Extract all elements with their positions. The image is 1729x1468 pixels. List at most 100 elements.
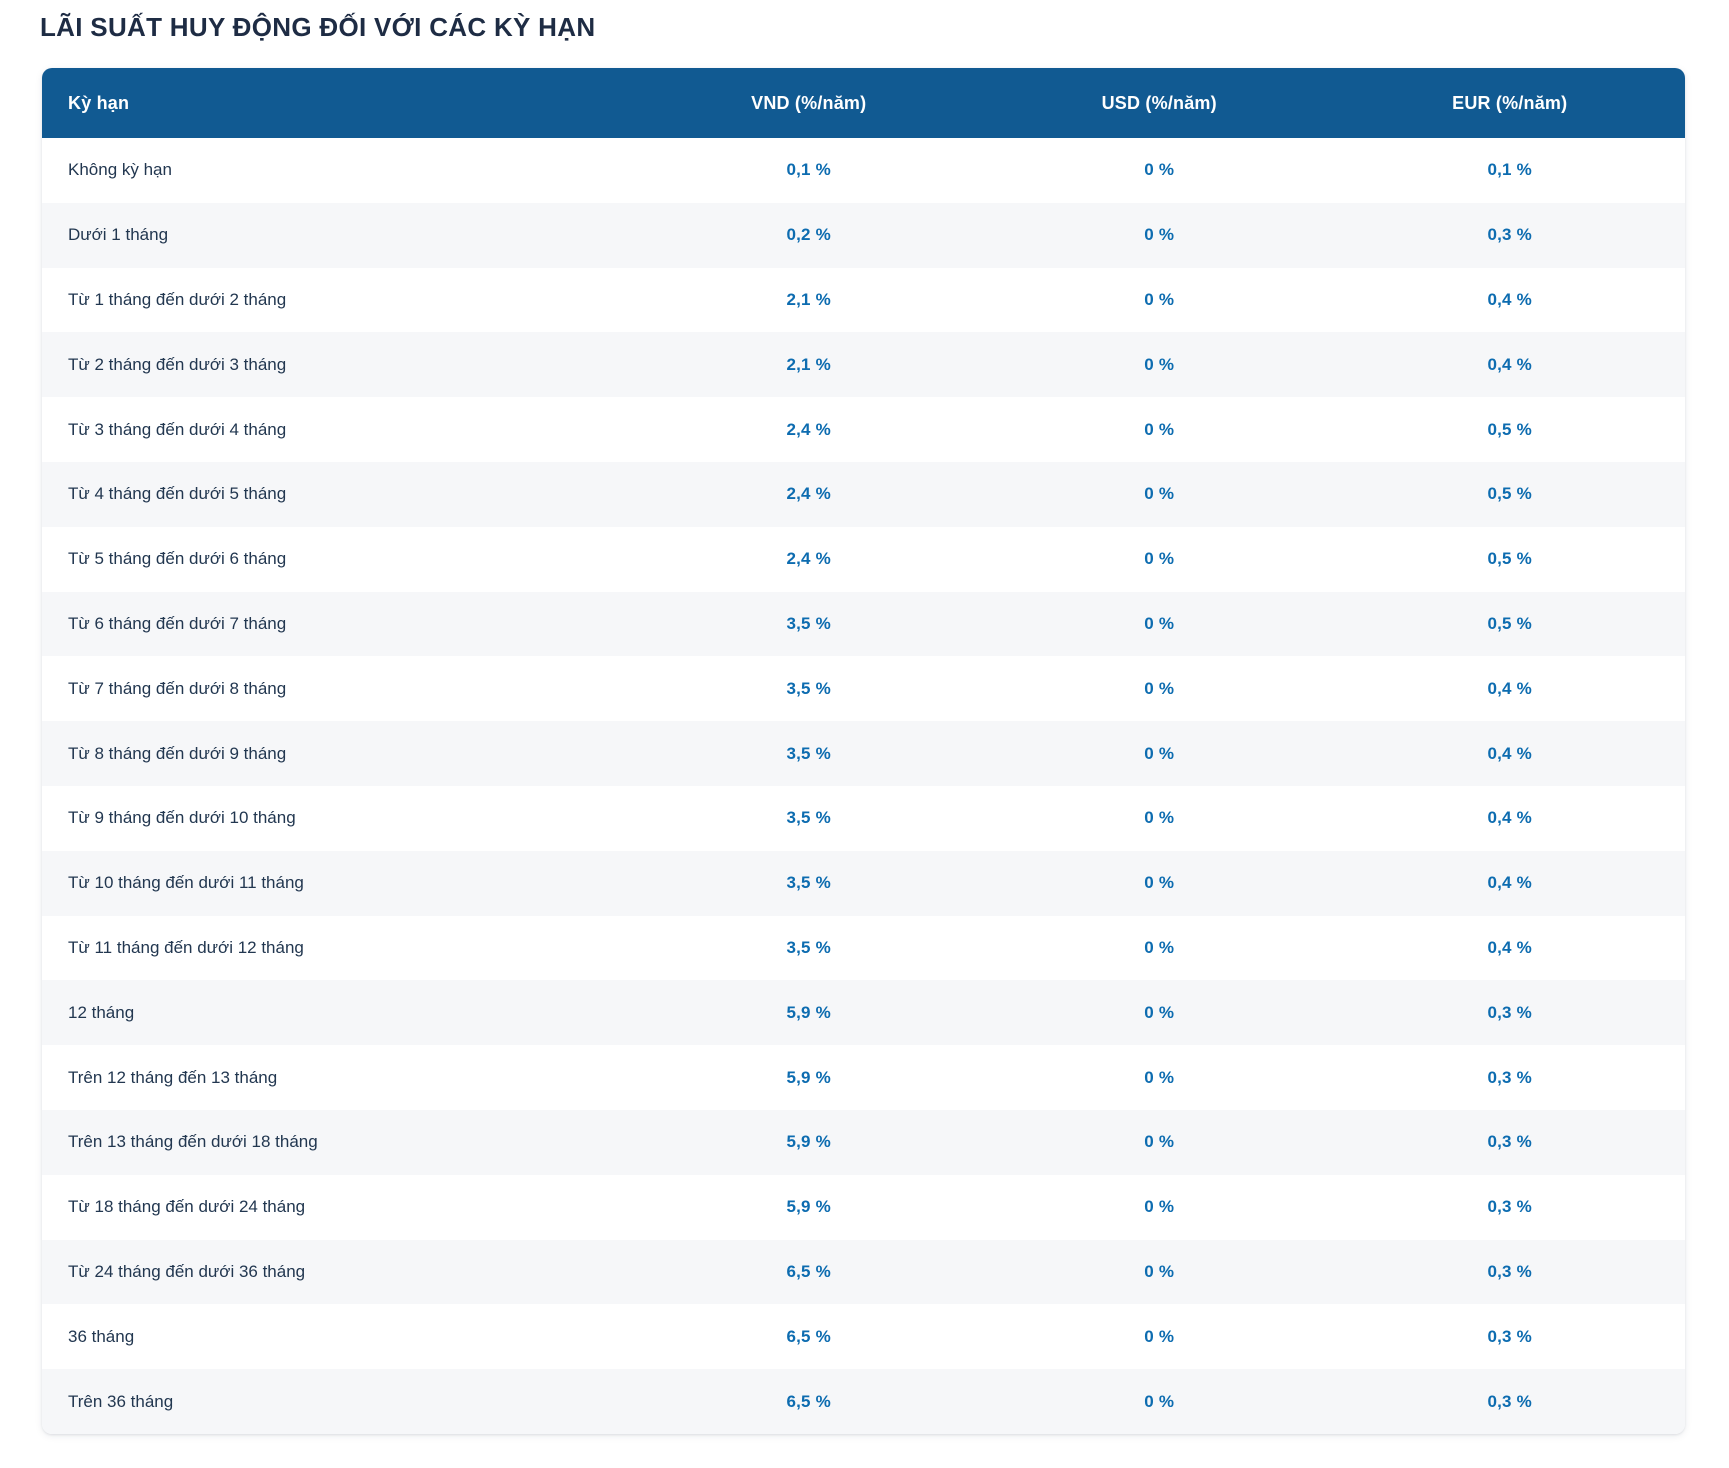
eur-rate-value: 0,4 % — [1334, 267, 1685, 333]
vnd-rate-value: 3,5 % — [633, 785, 984, 851]
usd-rate-value: 0 % — [983, 656, 1335, 722]
table-row: Từ 1 tháng đến dưới 2 tháng 2,1 % 0 % 0,4 % — [42, 267, 1685, 333]
page-title: LÃI SUẤT HUY ĐỘNG ĐỐI VỚI CÁC KỲ HẠN — [40, 12, 596, 42]
eur-rate-value: 0,4 % — [1334, 656, 1685, 722]
usd-rate-value: 0 % — [983, 397, 1335, 462]
table-row: 36 tháng 6,5 % 0 % 0,3 % — [42, 1304, 1685, 1370]
table-header-row: Kỳ hạn VND (%/năm) USD (%/năm) EUR (%/năm) — [42, 68, 1685, 138]
table-header: Kỳ hạn VND (%/năm) USD (%/năm) EUR (%/năm) — [42, 68, 1685, 138]
vnd-rate-value: 0,1 % — [633, 138, 984, 203]
table-row: Trên 36 tháng 6,5 % 0 % 0,3 % — [42, 1369, 1685, 1434]
usd-rate-value: 0 % — [983, 461, 1335, 527]
term-label: Từ 7 tháng đến dưới 8 tháng — [42, 656, 634, 722]
eur-rate-value: 0,4 % — [1334, 785, 1685, 851]
eur-rate-value: 0,5 % — [1334, 461, 1685, 527]
usd-rate-value: 0 % — [983, 526, 1335, 592]
vnd-rate-value: 2,4 % — [633, 397, 984, 462]
term-label: Từ 18 tháng đến dưới 24 tháng — [42, 1174, 634, 1240]
usd-rate-value: 0 % — [983, 721, 1335, 786]
term-label: Từ 6 tháng đến dưới 7 tháng — [42, 591, 634, 657]
table-row: Từ 7 tháng đến dưới 8 tháng 3,5 % 0 % 0,4 % — [42, 656, 1685, 722]
usd-rate-value: 0 % — [983, 785, 1335, 851]
table-row: Không kỳ hạn 0,1 % 0 % 0,1 % — [42, 138, 1685, 203]
table-row: 12 tháng 5,9 % 0 % 0,3 % — [42, 980, 1685, 1046]
term-label: Từ 8 tháng đến dưới 9 tháng — [42, 721, 634, 786]
term-label: Từ 2 tháng đến dưới 3 tháng — [42, 332, 634, 398]
eur-rate-value: 0,3 % — [1334, 1045, 1685, 1110]
vnd-rate-value: 2,4 % — [633, 461, 984, 527]
table-row: Trên 12 tháng đến 13 tháng 5,9 % 0 % 0,3 % — [42, 1045, 1685, 1110]
term-label: Từ 5 tháng đến dưới 6 tháng — [42, 526, 634, 592]
column-header-eur: EUR (%/năm) — [1334, 68, 1685, 138]
interest-rate-page: { "page": { "title": "LÃI SUẤT HUY ĐỘNG … — [0, 11, 1729, 1468]
table-row: Dưới 1 tháng 0,2 % 0 % 0,3 % — [42, 202, 1685, 268]
table-row: Từ 24 tháng đến dưới 36 tháng 6,5 % 0 % 0,3… — [42, 1239, 1685, 1305]
vnd-rate-value: 2,4 % — [633, 526, 984, 592]
usd-rate-value: 0 % — [983, 138, 1335, 203]
term-label: 36 tháng — [42, 1304, 634, 1370]
usd-rate-value: 0 % — [983, 267, 1335, 333]
table-row: Từ 3 tháng đến dưới 4 tháng 2,4 % 0 % 0,5 % — [42, 397, 1685, 462]
term-label: 12 tháng — [42, 980, 634, 1046]
usd-rate-value: 0 % — [983, 1174, 1335, 1240]
eur-rate-value: 0,3 % — [1334, 1304, 1685, 1370]
vnd-rate-value: 5,9 % — [633, 1045, 984, 1110]
table-row: Từ 11 tháng đến dưới 12 tháng 3,5 % 0 % 0,4… — [42, 915, 1685, 981]
eur-rate-value: 0,5 % — [1334, 591, 1685, 657]
vnd-rate-value: 3,5 % — [633, 591, 984, 657]
usd-rate-value: 0 % — [983, 1239, 1335, 1305]
eur-rate-value: 0,3 % — [1334, 1174, 1685, 1240]
vnd-rate-value: 2,1 % — [633, 267, 984, 333]
table-row: Từ 4 tháng đến dưới 5 tháng 2,4 % 0 % 0,5 % — [42, 461, 1685, 527]
usd-rate-value: 0 % — [983, 332, 1335, 398]
usd-rate-value: 0 % — [983, 1045, 1335, 1110]
term-label: Từ 9 tháng đến dưới 10 tháng — [42, 785, 634, 851]
vnd-rate-value: 3,5 % — [633, 915, 984, 981]
vnd-rate-value: 0,2 % — [633, 202, 984, 268]
vnd-rate-value: 6,5 % — [633, 1239, 984, 1305]
term-label: Từ 1 tháng đến dưới 2 tháng — [42, 267, 634, 333]
vnd-rate-value: 5,9 % — [633, 1174, 984, 1240]
term-label: Không kỳ hạn — [42, 138, 634, 203]
table-body: Không kỳ hạn 0,1 % 0 % 0,1 % Dưới 1 tháng 0,2… — [42, 138, 1685, 1434]
column-header-vnd: VND (%/năm) — [633, 68, 984, 138]
eur-rate-value: 0,3 % — [1334, 1369, 1685, 1434]
table-row: Từ 10 tháng đến dưới 11 tháng 3,5 % 0 % 0,4… — [42, 850, 1685, 916]
interest-rate-table-card: Kỳ hạn VND (%/năm) USD (%/năm) EUR (%/năm) … — [42, 68, 1685, 1434]
table-row: Từ 8 tháng đến dưới 9 tháng 3,5 % 0 % 0,4 % — [42, 721, 1685, 786]
column-header-term: Kỳ hạn — [42, 68, 634, 138]
vnd-rate-value: 3,5 % — [633, 656, 984, 722]
term-label: Trên 12 tháng đến 13 tháng — [42, 1045, 634, 1110]
term-label: Dưới 1 tháng — [42, 202, 634, 268]
table-row: Từ 6 tháng đến dưới 7 tháng 3,5 % 0 % 0,5 % — [42, 591, 1685, 657]
usd-rate-value: 0 % — [983, 1109, 1335, 1175]
table-row: Từ 9 tháng đến dưới 10 tháng 3,5 % 0 % 0,4 … — [42, 785, 1685, 851]
eur-rate-value: 0,5 % — [1334, 526, 1685, 592]
vnd-rate-value: 6,5 % — [633, 1304, 984, 1370]
eur-rate-value: 0,3 % — [1334, 202, 1685, 268]
eur-rate-value: 0,4 % — [1334, 332, 1685, 398]
table-row: Từ 18 tháng đến dưới 24 tháng 5,9 % 0 % 0,3… — [42, 1174, 1685, 1240]
term-label: Từ 10 tháng đến dưới 11 tháng — [42, 850, 634, 916]
eur-rate-value: 0,4 % — [1334, 915, 1685, 981]
term-label: Từ 4 tháng đến dưới 5 tháng — [42, 461, 634, 527]
term-label: Từ 24 tháng đến dưới 36 tháng — [42, 1239, 634, 1305]
vnd-rate-value: 3,5 % — [633, 721, 984, 786]
eur-rate-value: 0,3 % — [1334, 980, 1685, 1046]
vnd-rate-value: 2,1 % — [633, 332, 984, 398]
eur-rate-value: 0,3 % — [1334, 1109, 1685, 1175]
usd-rate-value: 0 % — [983, 1369, 1335, 1434]
vnd-rate-value: 5,9 % — [633, 1109, 984, 1175]
table-row: Từ 5 tháng đến dưới 6 tháng 2,4 % 0 % 0,5 % — [42, 526, 1685, 592]
table-row: Trên 13 tháng đến dưới 18 tháng 5,9 % 0 % 0… — [42, 1109, 1685, 1175]
eur-rate-value: 0,5 % — [1334, 397, 1685, 462]
eur-rate-value: 0,4 % — [1334, 850, 1685, 916]
usd-rate-value: 0 % — [983, 591, 1335, 657]
vnd-rate-value: 5,9 % — [633, 980, 984, 1046]
eur-rate-value: 0,3 % — [1334, 1239, 1685, 1305]
term-label: Trên 36 tháng — [42, 1369, 634, 1434]
vnd-rate-value: 3,5 % — [633, 850, 984, 916]
usd-rate-value: 0 % — [983, 850, 1335, 916]
term-label: Từ 3 tháng đến dưới 4 tháng — [42, 397, 634, 462]
column-header-usd: USD (%/năm) — [983, 68, 1335, 138]
